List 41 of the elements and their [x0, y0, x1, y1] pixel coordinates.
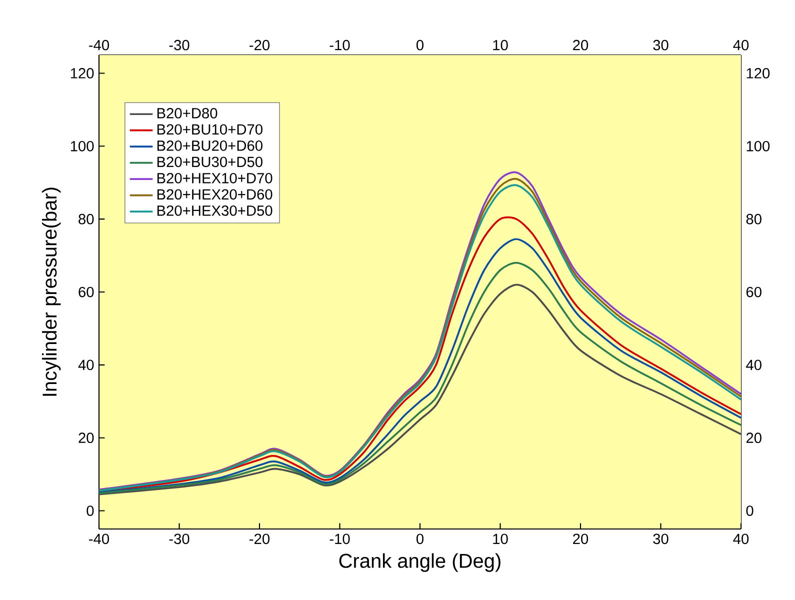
x-tick-label: 40	[733, 40, 749, 50]
y2-tick-label: 60	[746, 286, 762, 298]
x2-tick-label: -20	[250, 534, 270, 544]
x-tick-label: -10	[330, 40, 350, 50]
x-tick-label: -30	[169, 40, 190, 50]
y2-tick-label: 80	[746, 214, 762, 224]
x-tick-label: -20	[250, 40, 270, 50]
x-tick-label: 0	[416, 40, 424, 50]
x2-tick-label: -10	[330, 534, 350, 544]
x2-tick-label: -40	[89, 534, 110, 544]
x2-tick-label: 30	[653, 534, 668, 544]
y-tick-label: 60	[78, 286, 94, 298]
legend-label: B20+HEX20+D60	[157, 189, 272, 200]
y-tick-label: 120	[70, 68, 94, 78]
legend-label: B20+BU30+D50	[157, 156, 262, 168]
x2-tick-label: 10	[493, 534, 508, 544]
legend-label: B20+HEX30+D50	[157, 205, 272, 216]
x2-tick-label: -30	[169, 534, 190, 544]
x-tick-label: 10	[493, 40, 508, 50]
y-tick-label: 100	[70, 140, 94, 152]
legend-label: B20+D80	[157, 108, 218, 118]
y2-tick-label: 100	[746, 140, 770, 152]
x2-tick-label: 0	[416, 534, 424, 544]
legend-label: B20+BU10+D70	[157, 124, 262, 135]
y-tick-label: 0	[86, 506, 94, 516]
x-tick-label: 20	[573, 40, 588, 50]
x2-tick-label: 20	[573, 534, 588, 544]
x-axis-title: Crank angle (Deg)	[339, 553, 500, 572]
legend-label: B20+HEX10+D70	[157, 172, 272, 184]
y-tick-label: 80	[78, 214, 94, 224]
x2-tick-label: 40	[733, 534, 749, 544]
y-axis-title: Incylinder pressure(bar)	[42, 188, 61, 396]
x-tick-label: -40	[89, 40, 110, 50]
y2-tick-label: 0	[746, 506, 754, 516]
y-tick-label: 40	[78, 360, 94, 370]
x-tick-label: 30	[653, 40, 668, 50]
y2-tick-label: 40	[746, 360, 762, 370]
y2-tick-label: 120	[746, 68, 770, 78]
legend-label: B20+BU20+D60	[157, 140, 262, 151]
y2-tick-label: 20	[746, 432, 762, 444]
y-tick-label: 20	[78, 432, 94, 444]
